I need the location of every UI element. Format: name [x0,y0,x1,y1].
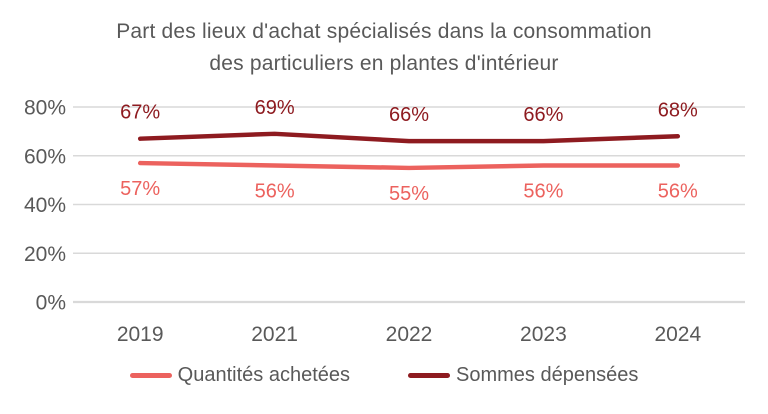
legend-label-sommes-depensees: Sommes dépensées [456,364,639,386]
y-tick-label-40: 40% [24,194,66,217]
data-label-series1-2024: 68% [658,99,698,121]
chart-title-line1: Part des lieux d'achat spécialisés dans … [116,20,652,43]
legend-marker-quantites-achetees [129,373,172,378]
chart-title: Part des lieux d'achat spécialisés dans … [0,16,768,80]
x-tick-label-2019: 2019 [117,323,164,346]
data-label-series0-2023: 56% [523,181,563,203]
data-label-series1-2023: 66% [523,104,563,126]
data-label-series1-2019: 67% [120,102,160,124]
y-tick-label-60: 60% [24,145,66,168]
chart-title-line2: des particuliers en plantes d'intérieur [209,52,559,75]
x-tick-label-2021: 2021 [251,323,298,346]
legend-item-sommes-depensees: Sommes dépensées [408,364,638,387]
series-line-1 [137,131,681,144]
x-tick-label-2023: 2023 [520,323,567,346]
x-tick-label-2022: 2022 [386,323,433,346]
y-tick-label-80: 80% [24,97,66,120]
y-tick-label-0: 0% [36,292,66,315]
data-label-series0-2022: 55% [389,183,429,205]
legend: Quantités achetées Sommes dépensées [0,364,768,387]
data-label-series1-2022: 66% [389,104,429,126]
legend-item-quantites-achetees: Quantités achetées [129,364,350,387]
data-label-series0-2024: 56% [658,181,698,203]
x-tick-label-2024: 2024 [654,323,701,346]
series-line-0 [137,160,681,171]
data-label-series1-2021: 69% [255,97,295,119]
y-tick-label-20: 20% [24,243,66,266]
legend-marker-sommes-depensees [408,373,450,378]
data-label-series0-2019: 57% [120,178,160,200]
legend-label-quantites-achetees: Quantités achetées [177,364,350,386]
data-label-series0-2021: 56% [255,181,295,203]
